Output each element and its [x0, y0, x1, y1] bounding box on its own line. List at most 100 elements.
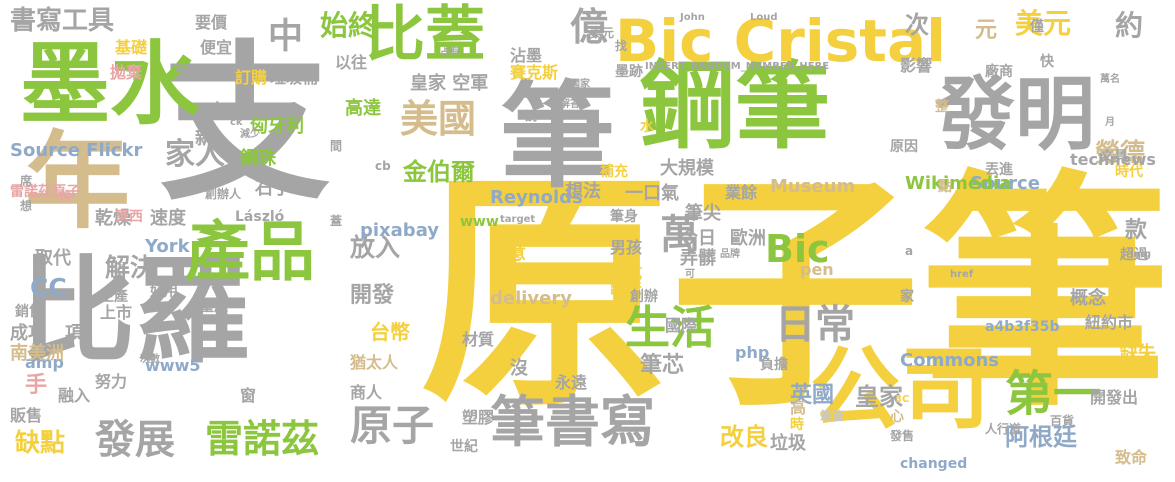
cloud-word: 時 — [790, 417, 804, 433]
cloud-word: 找 — [615, 39, 628, 53]
cloud-word: 發展 — [95, 417, 175, 463]
cloud-word: Bic — [765, 227, 830, 271]
cloud-word: 缺點 — [15, 428, 66, 457]
cloud-word: 便宜 — [200, 38, 233, 57]
cloud-word: 開發 — [350, 283, 395, 308]
cloud-word: a — [905, 244, 914, 258]
cloud-word: 塑膠 — [462, 408, 495, 427]
cloud-word: 解決 — [105, 253, 156, 282]
cloud-word: 品牌 — [720, 249, 740, 260]
cloud-word: 雷諾茲 — [205, 417, 320, 461]
cloud-word: 放入 — [350, 233, 401, 262]
cloud-word: 筆身 — [610, 209, 638, 225]
cloud-word: 皇家 空軍 — [410, 73, 489, 94]
cloud-word: 支 — [160, 26, 331, 224]
cloud-word: 成功 — [10, 323, 46, 344]
cloud-word: 材質 — [462, 330, 495, 349]
cloud-word: 致命 — [1115, 448, 1148, 467]
cloud-word: Bic Cristal — [615, 7, 946, 75]
cloud-word: 雷諾茲原子 — [10, 184, 80, 200]
cloud-word: 東西 — [115, 209, 143, 225]
cloud-word: 想法 — [565, 181, 601, 202]
cloud-word: 量產 — [200, 299, 228, 315]
cloud-word: 新 — [195, 128, 213, 149]
cloud-word: 高達 — [345, 98, 381, 119]
cloud-word: 次 — [905, 11, 929, 39]
cloud-word: 僅 — [1030, 19, 1044, 35]
cloud-word: 解答 — [560, 99, 580, 110]
cloud-word: 第一 — [1005, 366, 1102, 422]
cloud-word: 整 — [935, 99, 949, 115]
cloud-word: 快 — [1040, 54, 1054, 70]
cloud-word: 金伯爾 — [403, 158, 475, 186]
cloud-word: a4b3f35b — [985, 319, 1060, 335]
cloud-word: 原子 — [350, 401, 435, 450]
cloud-word: 基礎 — [115, 38, 148, 57]
cloud-word: 石子 — [255, 178, 291, 199]
cloud-word: 時代 — [1115, 164, 1143, 180]
cloud-word: ck — [230, 117, 243, 128]
cloud-word: 寫字 — [175, 64, 195, 75]
cloud-word: 永遠 — [555, 373, 588, 392]
cloud-word: 乾燥 — [95, 208, 131, 229]
cloud-word: 發售 — [890, 429, 915, 443]
cloud-word: 元 — [975, 18, 998, 43]
cloud-word: 取代 — [35, 248, 71, 269]
cloud-word: 以往 — [335, 53, 368, 72]
cloud-word: 月 — [1105, 117, 1115, 128]
cloud-word: 世紀 — [450, 439, 478, 455]
cloud-word: Source — [970, 173, 1040, 194]
cloud-word: 款 — [1125, 218, 1148, 243]
cloud-word: 想 — [20, 199, 33, 213]
cloud-word: 大規模 — [660, 158, 714, 179]
cloud-word: tw — [215, 99, 232, 113]
cloud-word: 美元 — [1015, 7, 1072, 40]
cloud-word: img — [1130, 249, 1152, 260]
cloud-word: Museum — [770, 176, 856, 197]
cloud-word: 皇家 — [855, 383, 903, 411]
cloud-word: 沾墨 — [510, 46, 543, 65]
cloud-word: 歐洲 — [730, 228, 766, 249]
cloud-word: 國際 — [665, 316, 698, 335]
cloud-word: 水 — [640, 119, 654, 135]
cloud-word: 次數 — [140, 354, 160, 365]
cloud-word: 英國 — [790, 383, 835, 408]
cloud-word: 紐約市 — [1085, 313, 1134, 332]
cloud-word: 公司 — [810, 337, 990, 442]
cloud-word: 阿根廷 — [1005, 423, 1077, 451]
cloud-word: 速度 — [150, 208, 186, 229]
cloud-word: 融入 — [58, 386, 91, 405]
cloud-word: 心 — [890, 409, 904, 425]
cloud-word: amp — [25, 353, 64, 372]
cloud-word: cb — [375, 159, 391, 173]
cloud-word: 鋼筆 — [640, 52, 831, 162]
cloud-word: 說法 — [610, 278, 643, 297]
cloud-word: 猶太人 — [350, 353, 399, 372]
cloud-word: 始終 — [320, 9, 377, 42]
cloud-word: 文具 — [1100, 149, 1128, 165]
cloud-word: 生產 — [100, 289, 128, 305]
cloud-word: John — [680, 12, 705, 23]
cloud-word: php — [735, 343, 770, 362]
cloud-word: 訂購 — [235, 68, 268, 87]
cloud-word: 3C — [895, 394, 910, 405]
cloud-word: 億 — [570, 5, 609, 49]
cloud-word: 窗 — [240, 386, 257, 405]
cloud-word: Commons — [900, 350, 999, 371]
cloud-word: 可 — [685, 269, 695, 280]
cloud-word: 生活 — [625, 301, 716, 354]
cloud-word: 中 — [268, 17, 304, 57]
cloud-word: 一口氣 — [625, 183, 679, 204]
cloud-word: 年 — [25, 121, 131, 243]
cloud-word: Reynolds — [490, 187, 583, 208]
cloud-word: 補充 — [600, 164, 628, 180]
cloud-word: pixabay — [360, 220, 440, 241]
cloud-word: 今日 — [680, 228, 716, 249]
cloud-word: York — [145, 236, 190, 257]
cloud-word: 產品 — [185, 215, 316, 290]
cloud-word: 銷售 — [15, 304, 43, 320]
cloud-word: 美國 — [400, 97, 477, 141]
cloud-word: 筆管 — [820, 409, 845, 423]
cloud-word: 項 — [65, 323, 83, 344]
cloud-word: 超過 — [1120, 247, 1148, 263]
